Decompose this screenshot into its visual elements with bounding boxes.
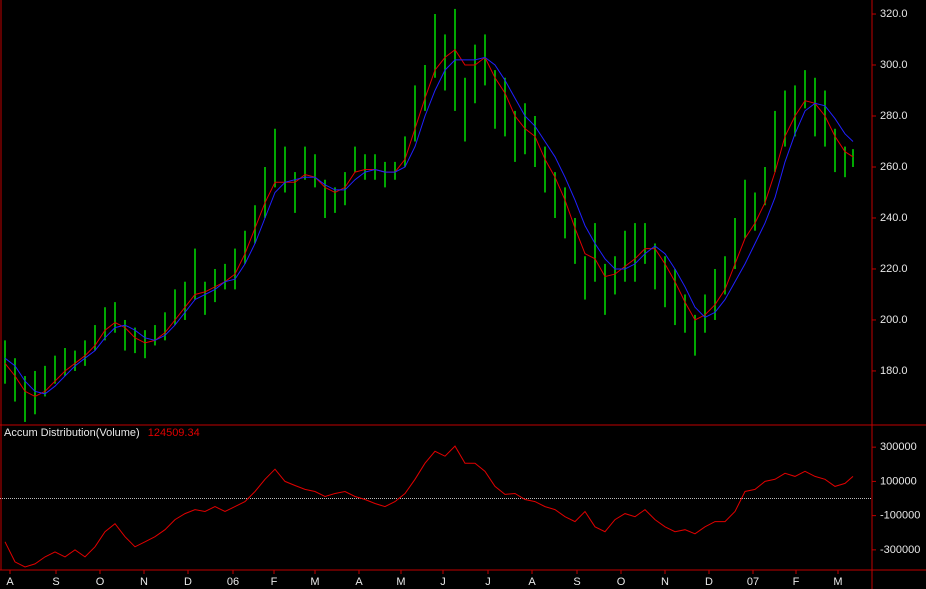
indicator-title: Accum Distribution(Volume) — [4, 427, 140, 439]
x-tick-label: N — [140, 576, 148, 588]
indicator-value: 124509.34 — [148, 427, 200, 439]
x-tick-label: F — [271, 576, 278, 588]
y-tick-label: 180.0 — [880, 365, 908, 377]
x-tick-label: J — [440, 576, 446, 588]
x-tick-label: D — [705, 576, 713, 588]
y-tick-label: 240.0 — [880, 212, 908, 224]
y-tick-label: -300000 — [880, 544, 920, 556]
x-tick-label: M — [396, 576, 405, 588]
x-tick-label: S — [573, 576, 580, 588]
y-tick-label: 200.0 — [880, 314, 908, 326]
x-tick-label: O — [96, 576, 105, 588]
y-tick-label: 280.0 — [880, 110, 908, 122]
y-tick-label: 300000 — [880, 441, 917, 453]
x-tick-label: A — [355, 576, 363, 588]
x-tick-label: M — [833, 576, 842, 588]
y-tick-label: 220.0 — [880, 263, 908, 275]
y-tick-label: 320.0 — [880, 8, 908, 20]
moving-average — [4, 48, 854, 397]
y-tick-label: 300.0 — [880, 59, 908, 71]
moving-average — [4, 56, 854, 395]
indicator-line — [4, 445, 854, 568]
x-tick-label: O — [617, 576, 626, 588]
x-tick-label: M — [310, 576, 319, 588]
x-tick-label: N — [661, 576, 669, 588]
y-tick-label: -100000 — [880, 510, 920, 522]
y-tick-label: 260.0 — [880, 161, 908, 173]
x-tick-label: F — [793, 576, 800, 588]
x-tick-label: J — [485, 576, 491, 588]
x-tick-label: S — [52, 576, 59, 588]
x-tick-label: A — [528, 576, 536, 588]
x-tick-label: D — [184, 576, 192, 588]
x-tick-label: A — [6, 576, 14, 588]
y-tick-label: 100000 — [880, 475, 917, 487]
x-tick-label: 06 — [227, 576, 239, 588]
x-tick-label: 07 — [747, 576, 759, 588]
